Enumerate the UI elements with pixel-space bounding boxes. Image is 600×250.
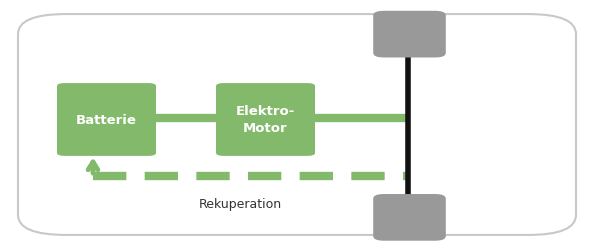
FancyBboxPatch shape (57, 84, 156, 156)
Text: Elektro-
Motor: Elektro- Motor (236, 105, 295, 135)
FancyBboxPatch shape (18, 15, 576, 235)
Text: Rekuperation: Rekuperation (199, 197, 281, 210)
FancyBboxPatch shape (373, 12, 446, 58)
FancyBboxPatch shape (216, 84, 315, 156)
Text: Batterie: Batterie (76, 114, 137, 126)
FancyBboxPatch shape (373, 194, 446, 241)
